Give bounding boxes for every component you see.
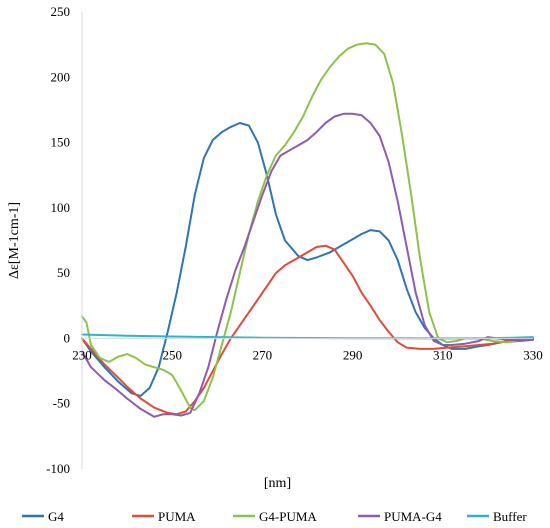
legend-label: G4-PUMA — [259, 509, 317, 524]
y-axis-label: Δε[M-1cm-1] — [7, 202, 22, 279]
x-axis-label: [nm] — [264, 476, 291, 491]
y-tick-label: 150 — [51, 135, 71, 150]
series-line-g4 — [81, 122, 534, 397]
x-tick-label: 230 — [72, 347, 92, 362]
x-tick-label: 290 — [343, 347, 363, 362]
x-tick-label: 330 — [523, 347, 543, 362]
legend-label: PUMA-G4 — [384, 509, 442, 524]
y-tick-label: -100 — [46, 461, 70, 476]
x-tick-labels: 230 250 270 290 310 330 — [72, 347, 543, 362]
series-lines — [81, 42, 534, 418]
axes — [81, 12, 533, 469]
legend-label: Buffer — [493, 509, 527, 524]
y-tick-label: 50 — [57, 265, 70, 280]
y-tick-label: 0 — [64, 330, 71, 345]
x-tick-label: 310 — [433, 347, 453, 362]
y-tick-labels: -100 -50 0 50 100 150 200 250 — [46, 4, 70, 476]
legend-label: G4 — [48, 509, 64, 524]
y-tick-label: 200 — [51, 69, 71, 84]
series-line-buffer — [81, 333, 534, 340]
series-line-puma-g4 — [81, 112, 534, 418]
legend: G4 PUMA G4-PUMA PUMA-G4 Buffer — [22, 509, 527, 524]
y-tick-label: 250 — [51, 4, 71, 19]
y-tick-label: -50 — [53, 396, 70, 411]
series-line-g4-puma — [81, 42, 534, 412]
series-line-puma — [81, 244, 534, 416]
y-tick-label: 100 — [51, 200, 71, 215]
x-tick-label: 270 — [253, 347, 273, 362]
legend-label: PUMA — [158, 509, 196, 524]
x-tick-label: 250 — [162, 347, 182, 362]
